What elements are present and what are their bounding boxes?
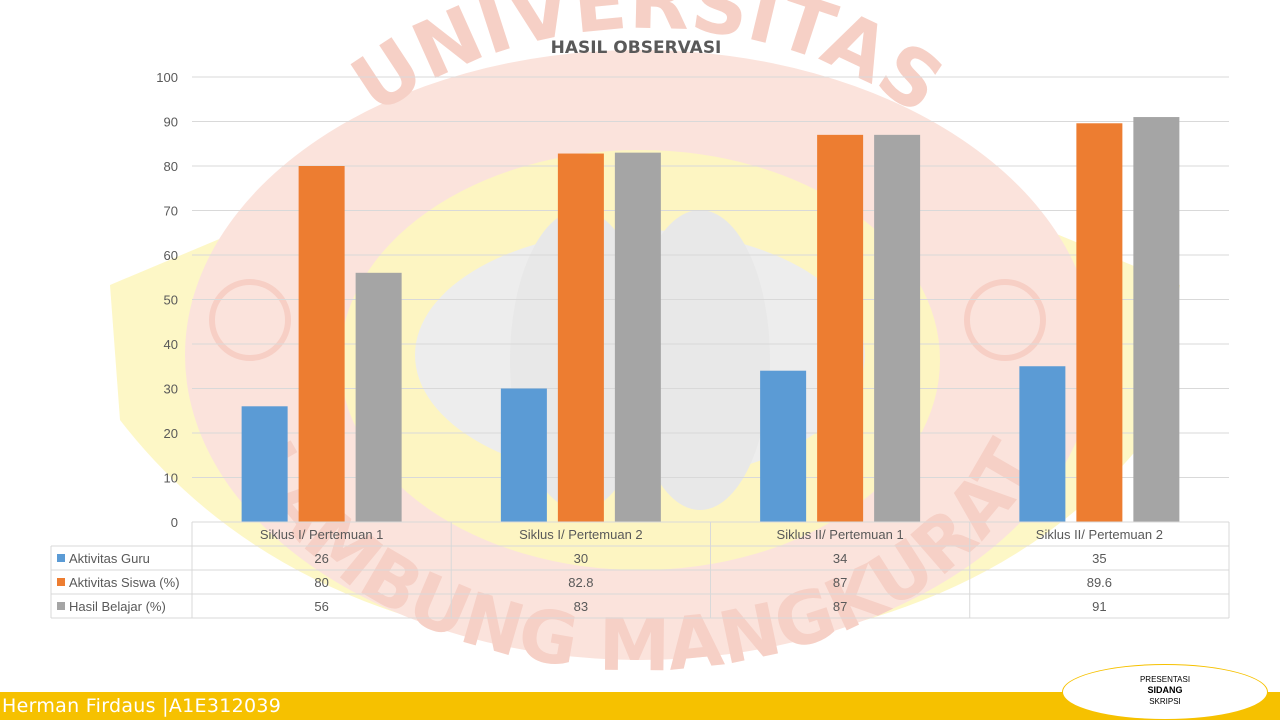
legend-key xyxy=(57,602,65,610)
footer-author: Herman Firdaus |A1E312039 xyxy=(2,695,282,717)
data-table: Siklus I/ Pertemuan 1 Siklus I/ Pertemuan… xyxy=(50,521,1230,619)
bar xyxy=(1076,123,1123,522)
badge-line-sidang: SIDANG xyxy=(1147,685,1183,695)
data-label: 91 xyxy=(1092,599,1106,614)
bar xyxy=(760,370,807,522)
data-label: 56 xyxy=(314,599,328,614)
bar xyxy=(1019,366,1066,522)
data-label: 26 xyxy=(314,551,328,566)
data-label: 30 xyxy=(574,551,588,566)
bars xyxy=(241,117,1180,523)
bar xyxy=(500,388,547,522)
data-label: 82.8 xyxy=(568,575,593,590)
bar xyxy=(557,153,604,523)
legend-series-name: Aktivitas Guru xyxy=(69,551,150,566)
x-category-label: Siklus II/ Pertemuan 1 xyxy=(777,527,904,542)
chart-title: HASIL OBSERVASI xyxy=(551,38,722,58)
x-category-label: Siklus I/ Pertemuan 2 xyxy=(519,527,643,542)
data-label: 89.6 xyxy=(1087,575,1112,590)
y-tick-label: 70 xyxy=(164,204,178,219)
y-tick-label: 20 xyxy=(164,426,178,441)
bar xyxy=(874,134,921,522)
y-tick-label: 80 xyxy=(164,159,178,174)
y-tick-label: 40 xyxy=(164,337,178,352)
data-label: 35 xyxy=(1092,551,1106,566)
data-label: 87 xyxy=(833,599,847,614)
y-tick-label: 0 xyxy=(171,515,178,530)
data-label: 34 xyxy=(833,551,847,566)
bar xyxy=(817,134,864,522)
y-tick-label: 90 xyxy=(164,115,178,130)
presentation-badge: PRESENTASI SIDANG SKRIPSI xyxy=(1062,664,1268,720)
data-label: 87 xyxy=(833,575,847,590)
badge-line-skripsi: SKRIPSI xyxy=(1149,697,1181,706)
badge-line-presentasi: PRESENTASI xyxy=(1139,675,1191,684)
legend-series-name: Hasil Belajar (%) xyxy=(69,599,166,614)
gridlines xyxy=(192,76,1229,523)
x-category-label: Siklus II/ Pertemuan 2 xyxy=(1036,527,1163,542)
data-label: 80 xyxy=(314,575,328,590)
legend-series-name: Aktivitas Siswa (%) xyxy=(69,575,180,590)
y-axis-tick-labels: 0 10 20 30 40 50 60 70 80 90 100 xyxy=(156,70,178,530)
bar xyxy=(298,166,345,522)
bar xyxy=(241,406,288,522)
legend-key xyxy=(57,554,65,562)
data-label: 83 xyxy=(574,599,588,614)
y-tick-label: 50 xyxy=(164,293,178,308)
y-tick-label: 100 xyxy=(156,70,178,85)
bar xyxy=(355,272,402,522)
y-tick-label: 60 xyxy=(164,248,178,263)
legend-key xyxy=(57,578,65,586)
x-category-label: Siklus I/ Pertemuan 1 xyxy=(260,527,384,542)
bar xyxy=(1133,117,1180,523)
bar xyxy=(614,152,661,522)
y-tick-label: 30 xyxy=(164,382,178,397)
y-tick-label: 10 xyxy=(164,471,178,486)
